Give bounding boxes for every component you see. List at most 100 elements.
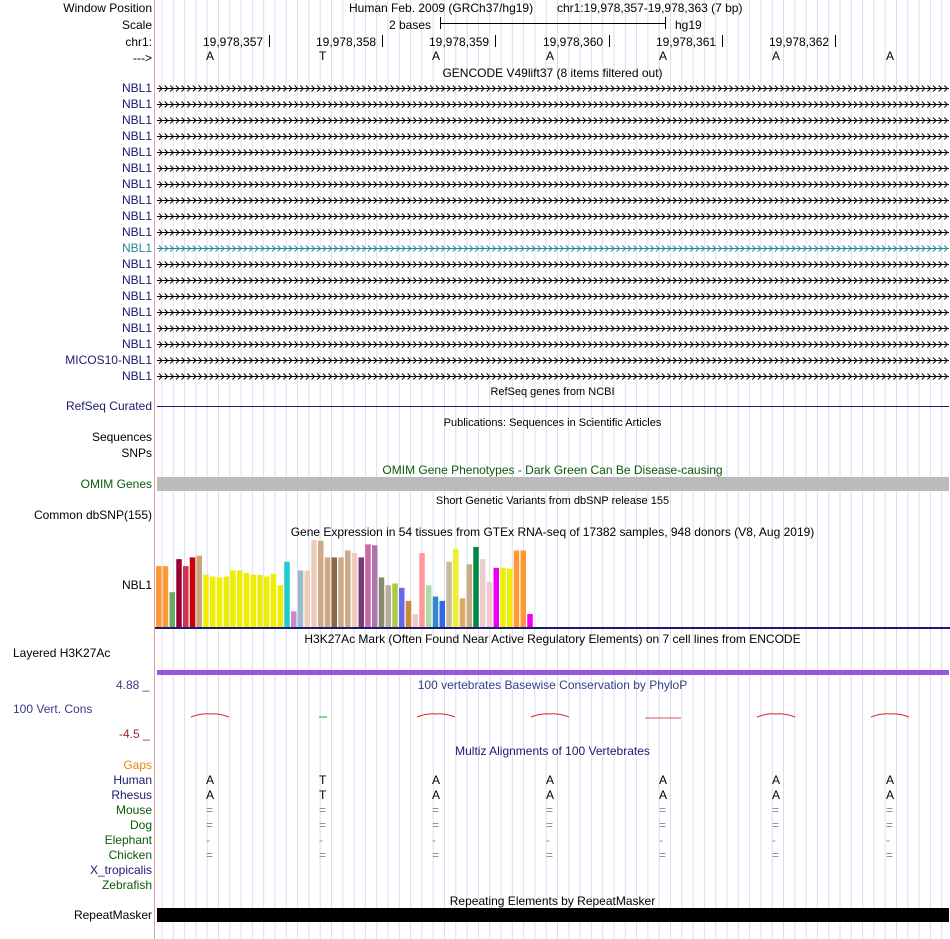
gtex-bar[interactable]: [392, 583, 398, 628]
gencode-gene-label[interactable]: NBL1: [121, 177, 152, 191]
gencode-gene-line[interactable]: [157, 148, 949, 157]
h3k27ac-bar[interactable]: [157, 670, 949, 675]
gtex-bar[interactable]: [304, 570, 311, 627]
multiz-title[interactable]: Multiz Alignments of 100 Vertebrates: [455, 744, 650, 758]
gtex-label[interactable]: NBL1: [121, 578, 152, 592]
gtex-bar[interactable]: [162, 566, 169, 627]
refseq-line[interactable]: [157, 406, 949, 407]
gtex-bar-chart[interactable]: [155, 540, 555, 627]
gencode-gene-label[interactable]: NBL1: [121, 337, 152, 351]
gencode-gene-line[interactable]: [157, 116, 949, 125]
gencode-gene-line[interactable]: [157, 324, 949, 333]
gencode-gene-label[interactable]: NBL1: [121, 193, 152, 207]
gtex-bar[interactable]: [466, 564, 473, 627]
phylop-title[interactable]: 100 vertebrates Basewise Conservation by…: [417, 678, 688, 692]
gencode-gene-line[interactable]: [157, 228, 949, 237]
multiz-species-label[interactable]: Rhesus: [111, 788, 152, 802]
repeatmasker-title[interactable]: Repeating Elements by RepeatMasker: [449, 894, 656, 908]
gtex-bar[interactable]: [372, 545, 378, 627]
gtex-bar[interactable]: [311, 540, 317, 627]
gtex-bar[interactable]: [365, 544, 371, 627]
gencode-gene-label[interactable]: NBL1: [121, 257, 152, 271]
h3k27ac-label[interactable]: Layered H3K27Ac: [13, 646, 111, 660]
gencode-gene-line[interactable]: [157, 164, 949, 173]
gtex-bar[interactable]: [351, 553, 358, 627]
refseq-label[interactable]: RefSeq Curated: [65, 399, 152, 413]
gtex-bar[interactable]: [156, 566, 162, 627]
gtex-bar[interactable]: [358, 557, 365, 627]
h3k27ac-title[interactable]: H3K27Ac Mark (Often Found Near Active Re…: [304, 632, 801, 646]
multiz-species-label[interactable]: X_tropicalis: [89, 863, 152, 877]
gencode-gene-label[interactable]: NBL1: [121, 241, 152, 255]
gencode-gene-line[interactable]: [157, 356, 949, 365]
gtex-bar[interactable]: [412, 613, 419, 627]
gtex-bar[interactable]: [250, 574, 257, 627]
gencode-gene-label[interactable]: NBL1: [121, 161, 152, 175]
gencode-gene-label[interactable]: NBL1: [121, 305, 152, 319]
pubs-sequences-label[interactable]: Sequences: [91, 430, 152, 444]
gtex-bar[interactable]: [459, 598, 466, 627]
multiz-species-label[interactable]: Mouse: [115, 803, 152, 817]
gtex-bar[interactable]: [399, 587, 405, 627]
gencode-gene-label[interactable]: NBL1: [121, 369, 152, 383]
gtex-bar[interactable]: [277, 585, 284, 627]
gtex-bar[interactable]: [176, 559, 182, 627]
refseq-title[interactable]: RefSeq genes from NCBI: [490, 386, 615, 398]
gtex-bar[interactable]: [513, 550, 520, 627]
phylop-label[interactable]: 100 Vert. Cons: [13, 702, 93, 716]
multiz-species-label[interactable]: Human: [113, 773, 152, 787]
repeatmasker-label[interactable]: RepeatMasker: [73, 908, 152, 922]
gtex-bar[interactable]: [196, 555, 203, 627]
gtex-bar[interactable]: [297, 570, 304, 627]
multiz-species-label[interactable]: Elephant: [104, 833, 152, 847]
multiz-species-label[interactable]: Dog: [129, 818, 152, 832]
gencode-gene-label[interactable]: NBL1: [121, 273, 152, 287]
gtex-bar[interactable]: [432, 596, 439, 627]
gtex-bar[interactable]: [338, 557, 344, 627]
gencode-gene-label[interactable]: NBL1: [121, 145, 152, 159]
gtex-bar[interactable]: [331, 557, 338, 627]
gtex-bar[interactable]: [500, 567, 506, 627]
gtex-bar[interactable]: [480, 559, 486, 627]
gtex-bar[interactable]: [520, 550, 527, 627]
pubs-title[interactable]: Publications: Sequences in Scientific Ar…: [443, 417, 662, 429]
gencode-gene-label[interactable]: NBL1: [121, 321, 152, 335]
gtex-bar[interactable]: [345, 550, 351, 627]
gtex-bar[interactable]: [230, 570, 236, 627]
gencode-gene-line[interactable]: [157, 340, 949, 349]
dbsnp-title[interactable]: Short Genetic Variants from dbSNP releas…: [435, 495, 670, 507]
gencode-gene-line[interactable]: [157, 196, 949, 205]
gtex-bar[interactable]: [473, 546, 479, 627]
gtex-bar[interactable]: [223, 576, 230, 627]
gencode-gene-line[interactable]: [157, 372, 949, 381]
gencode-gene-label[interactable]: MICOS10-NBL1: [65, 353, 152, 367]
gtex-bar[interactable]: [237, 570, 243, 627]
gtex-bar[interactable]: [169, 592, 176, 627]
omim-label[interactable]: OMIM Genes: [80, 477, 152, 491]
gtex-bar[interactable]: [257, 574, 263, 627]
gtex-bar[interactable]: [385, 585, 392, 627]
gtex-title[interactable]: Gene Expression in 54 tissues from GTEx …: [290, 525, 815, 539]
gtex-bar[interactable]: [453, 548, 459, 627]
gtex-bar[interactable]: [189, 557, 196, 627]
gtex-bar[interactable]: [203, 574, 209, 627]
dbsnp-label[interactable]: Common dbSNP(155): [33, 508, 152, 522]
gtex-bar[interactable]: [318, 540, 324, 627]
gencode-gene-label[interactable]: NBL1: [121, 97, 152, 111]
gencode-gene-line[interactable]: [157, 276, 949, 285]
gtex-bar[interactable]: [216, 577, 223, 627]
gencode-gene-label[interactable]: NBL1: [121, 209, 152, 223]
gencode-gene-line[interactable]: [157, 84, 949, 93]
gencode-gene-label[interactable]: NBL1: [121, 113, 152, 127]
gtex-bar[interactable]: [284, 561, 290, 627]
gencode-gene-line[interactable]: [157, 260, 949, 269]
gencode-gene-label[interactable]: NBL1: [121, 225, 152, 239]
gtex-bar[interactable]: [210, 576, 216, 627]
gencode-gene-line[interactable]: [157, 308, 949, 317]
phylop-plot[interactable]: [155, 708, 950, 722]
pubs-snps-label[interactable]: SNPs: [121, 446, 152, 460]
gencode-gene-line[interactable]: [157, 180, 949, 189]
gtex-bar[interactable]: [439, 600, 446, 627]
gtex-bar[interactable]: [270, 573, 277, 627]
multiz-species-label[interactable]: Gaps: [123, 758, 152, 772]
